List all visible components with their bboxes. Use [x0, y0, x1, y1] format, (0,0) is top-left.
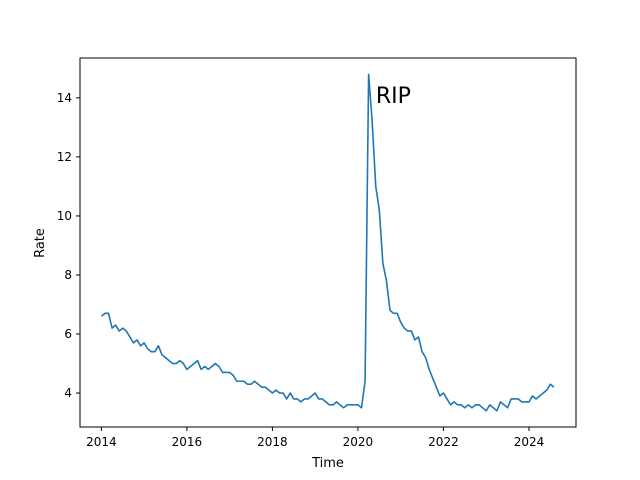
y-tick-label: 8: [64, 268, 72, 282]
y-tick-label: 10: [57, 209, 72, 223]
y-tick-label: 12: [57, 150, 72, 164]
y-tick-label: 14: [57, 91, 72, 105]
y-axis-label: Rate: [33, 228, 48, 258]
x-tick-label: 2016: [172, 435, 203, 449]
x-tick-label: 2022: [428, 435, 459, 449]
series-line-0: [100, 73, 555, 412]
plot-frame: [79, 57, 577, 428]
y-tick-label: 4: [64, 386, 72, 400]
x-tick-label: 2018: [257, 435, 288, 449]
x-tick-label: 2024: [514, 435, 545, 449]
x-tick-label: 2014: [86, 435, 117, 449]
x-axis-label: Time: [311, 456, 344, 471]
x-tick-label: 2020: [343, 435, 374, 449]
y-tick-label: 6: [64, 327, 72, 341]
annotation-label: RIP: [376, 84, 411, 109]
